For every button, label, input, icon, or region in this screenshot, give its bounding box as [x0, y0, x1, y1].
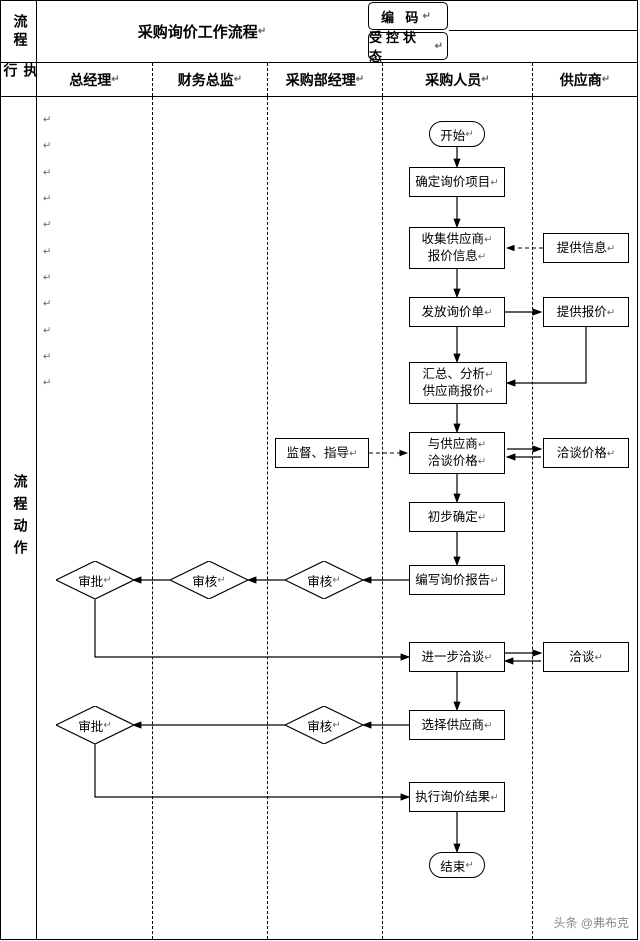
status-label: 受控状态↵: [368, 32, 448, 60]
node-supervise: 监督、指导↵: [275, 438, 369, 468]
end-node: 结束↵: [429, 852, 485, 878]
node-initial-confirm: 初步确定↵: [409, 502, 505, 532]
node-provide-info: 提供信息↵: [543, 233, 629, 263]
node-write-report: 编写询价报告↵: [409, 565, 505, 595]
code-value: [449, 1, 637, 31]
start-node: 开始↵: [429, 121, 485, 147]
col-pm: 采购部经理↵: [267, 63, 382, 96]
exec-label: 执行: [1, 63, 37, 96]
node-negotiate-price: 洽谈价格↵: [543, 438, 629, 468]
status-value: [449, 31, 637, 61]
diamond-audit-2: 审核↵: [285, 706, 363, 744]
diagram-container: 流程 采购询价工作流程↵ 编 码↵ 受控状态↵ 执行 总经理↵ 财务总监↵ 采购…: [0, 0, 638, 940]
body-row: 流程动作 ↵↵↵↵ ↵↵↵↵ ↵↵↵: [1, 97, 637, 939]
connectors: [37, 97, 639, 939]
node-analyze: 汇总、分析↵供应商报价↵: [409, 362, 507, 404]
node-negotiate: 与供应商↵洽谈价格↵: [409, 432, 505, 474]
node-negotiate2: 洽谈↵: [543, 642, 629, 672]
diamond-approve-1: 审批↵: [56, 561, 134, 599]
col-supplier: 供应商↵: [532, 63, 637, 96]
diamond-approve-2: 审批↵: [56, 706, 134, 744]
col-buyer: 采购人员↵: [382, 63, 532, 96]
node-provide-quote: 提供报价↵: [543, 297, 629, 327]
header-row: 流程 采购询价工作流程↵ 编 码↵ 受控状态↵: [1, 1, 637, 63]
diamond-audit-1b: 审核↵: [170, 561, 248, 599]
node-send-rfq: 发放询价单↵: [409, 297, 505, 327]
header-right: 编 码↵ 受控状态↵: [367, 1, 637, 62]
watermark: 头条 @弗布克: [553, 914, 629, 931]
code-label: 编 码↵: [368, 2, 448, 30]
column-header-row: 执行 总经理↵ 财务总监↵ 采购部经理↵ 采购人员↵ 供应商↵: [1, 63, 637, 97]
body-label: 流程动作: [1, 97, 37, 939]
node-further-negotiate: 进一步洽谈↵: [409, 642, 505, 672]
header-process-label: 流程: [1, 1, 37, 62]
swimlanes: ↵↵↵↵ ↵↵↵↵ ↵↵↵: [37, 97, 637, 939]
col-cfo: 财务总监↵: [152, 63, 267, 96]
node-select-supplier: 选择供应商↵: [409, 710, 505, 740]
col-gm: 总经理↵: [37, 63, 152, 96]
diamond-audit-1a: 审核↵: [285, 561, 363, 599]
header-title: 采购询价工作流程↵: [37, 1, 367, 62]
node-confirm-item: 确定询价项目↵: [409, 167, 505, 197]
node-execute: 执行询价结果↵: [409, 782, 505, 812]
node-collect-quotes: 收集供应商↵报价信息↵: [409, 227, 505, 269]
header-title-text: 采购询价工作流程: [138, 21, 258, 42]
